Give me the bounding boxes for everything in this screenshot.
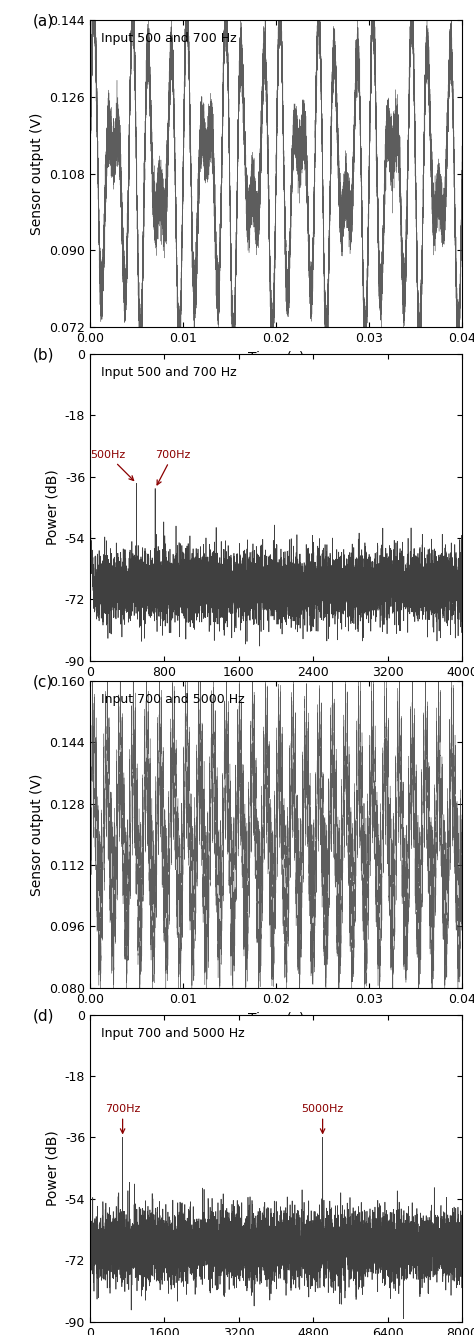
Text: (c): (c) (32, 674, 53, 690)
Text: 700Hz: 700Hz (105, 1104, 140, 1133)
X-axis label: Frequency (Hz): Frequency (Hz) (224, 685, 328, 698)
X-axis label: Time (s): Time (s) (248, 351, 304, 364)
Y-axis label: Sensor output (V): Sensor output (V) (30, 773, 44, 896)
Text: 500Hz: 500Hz (90, 450, 134, 481)
X-axis label: Time (s): Time (s) (248, 1012, 304, 1025)
Y-axis label: Power (dB): Power (dB) (46, 470, 59, 545)
Text: (b): (b) (32, 347, 54, 363)
Text: (d): (d) (32, 1008, 54, 1024)
Y-axis label: Power (dB): Power (dB) (46, 1131, 59, 1206)
Text: Input 500 and 700 Hz: Input 500 and 700 Hz (101, 366, 237, 379)
Text: Input 500 and 700 Hz: Input 500 and 700 Hz (101, 32, 237, 45)
Text: Input 700 and 5000 Hz: Input 700 and 5000 Hz (101, 1027, 245, 1040)
Text: 5000Hz: 5000Hz (301, 1104, 344, 1133)
Text: (a): (a) (32, 13, 54, 29)
Text: Input 700 and 5000 Hz: Input 700 and 5000 Hz (101, 693, 245, 706)
Y-axis label: Sensor output (V): Sensor output (V) (30, 112, 44, 235)
Text: 700Hz: 700Hz (155, 450, 191, 485)
